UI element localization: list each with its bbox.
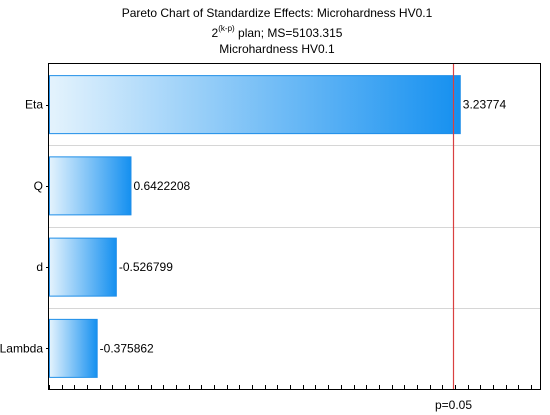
chart-title: Pareto Chart of Standardize Effects: Mic…: [122, 6, 433, 20]
category-label-q: Q: [34, 179, 43, 193]
category-label-lambda: Lambda: [0, 341, 43, 355]
category-label-d: d: [36, 260, 43, 274]
bar-eta: [49, 75, 461, 135]
subtitle-rest: plan; MS=5103.315: [235, 26, 343, 40]
plot-frame: [48, 63, 541, 390]
significance-label: p=0.05: [435, 398, 472, 412]
value-label-d: -0.526799: [119, 260, 173, 274]
bar-q: [49, 156, 132, 216]
grid-layer: [49, 145, 540, 309]
value-label-q: 0.6422208: [133, 179, 190, 193]
value-label-eta: 3.23774: [463, 98, 507, 112]
subtitle-superscript: (k-p): [218, 24, 235, 33]
value-label-lambda: -0.375862: [100, 341, 154, 355]
label-layer: Eta 3.23774 Q 0.6422208 d -0.526799 Lambda -0.3…: [0, 98, 506, 412]
bar-layer: [49, 75, 461, 378]
chart-subtitle-variable: Microhardness HV0.1: [219, 42, 335, 56]
bar-d: [49, 237, 117, 297]
chart-subtitle: 2(k-p) plan; MS=5103.315: [212, 24, 343, 40]
bar-lambda: [49, 318, 98, 378]
subtitle-prefix: 2: [212, 26, 219, 40]
category-label-eta: Eta: [25, 98, 43, 112]
tick-layer: [46, 105, 532, 389]
